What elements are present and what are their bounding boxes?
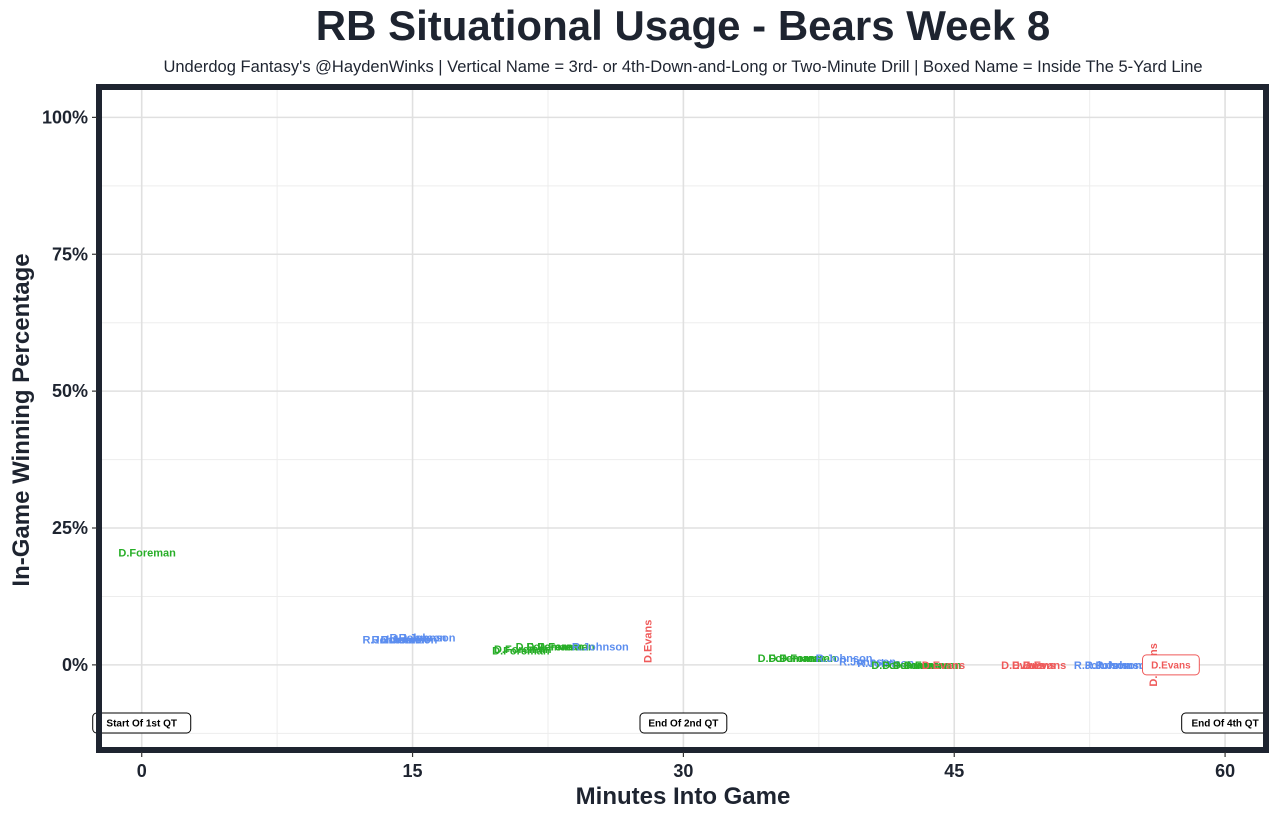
y-tick-label: 100% [42,107,88,127]
point-label: R.Johnson [372,635,429,647]
point-label: R.Johnson [1085,660,1142,672]
y-axis: 0% 25% 50% 75% 100% [42,107,97,675]
point-label: D.Foreman [516,641,574,653]
point-label: D.Foreman [494,644,552,656]
y-tick-label: 25% [52,518,88,538]
markers: Start Of 1st QT End Of 2nd QT End Of 4th Q… [92,712,1269,734]
y-tick-label: 0% [62,655,88,675]
chart-subtitle: Underdog Fantasy's @HaydenWinks | Vertic… [163,58,1202,76]
quarter-marker-box [92,712,192,734]
x-axis-title: Minutes Into Game [576,783,791,810]
point-label: D.Evans [1012,660,1055,672]
point-label: D.Evans [1151,660,1191,671]
point-label: R.Johnson [857,658,914,670]
point-label: D.Foreman [893,660,951,672]
point-label: D.Foreman [871,660,929,672]
y-tick-label: 75% [52,244,88,264]
point-label: D.Evans [642,620,654,663]
points: D.ForemanR.JohnsonR.JohnsonR.JohnsonR.Jo… [118,548,1200,687]
x-axis: 0 15 30 45 60 [137,752,1235,781]
point-label: D.Foreman [118,548,176,560]
point-label: D.Foreman [904,660,962,672]
point-label: D.Foreman [537,641,595,653]
point-label: D.Foreman [779,653,837,665]
quarter-marker-box [639,712,728,734]
x-tick-label: 60 [1215,761,1235,781]
x-tick-label: 0 [137,761,147,781]
point-label: D.Foreman [526,641,584,653]
point-label: D.Foreman [492,646,550,658]
quarter-marker-label: End Of 4th QT [1191,719,1258,730]
point-label: R.Johnson [390,633,447,645]
point-label: D.Foreman [882,660,940,672]
point-label: R.Johnson [1096,660,1153,672]
point-label: R.Johnson [399,633,456,645]
chart-title: RB Situational Usage - Bears Week 8 [316,2,1050,49]
point-box [1142,654,1200,676]
point-label: D.Foreman [768,653,826,665]
point-label: R.Johnson [839,657,896,669]
quarter-marker-label: Start Of 1st QT [106,719,177,730]
x-tick-label: 15 [403,761,423,781]
point-label: D.Foreman [758,653,816,665]
point-label: R.Johnson [572,641,629,653]
y-tick-label: 50% [52,381,88,401]
x-tick-label: 30 [673,761,693,781]
x-tick-label: 45 [944,761,964,781]
point-label: D.Evans [1001,660,1044,672]
point-label: R.Johnson [816,653,873,665]
point-label: D.Evans [922,660,965,672]
point-label: R.Johnson [381,635,438,647]
point-label: D.Evans [1023,660,1066,672]
y-axis-title: In-Game Winning Percentage [8,253,35,586]
quarter-marker-label: End Of 2nd QT [648,719,718,730]
grid [102,90,1263,747]
point-label: R.Johnson [362,635,419,647]
point-label: R.Johnson [1074,660,1131,672]
plot-border [96,84,1269,753]
